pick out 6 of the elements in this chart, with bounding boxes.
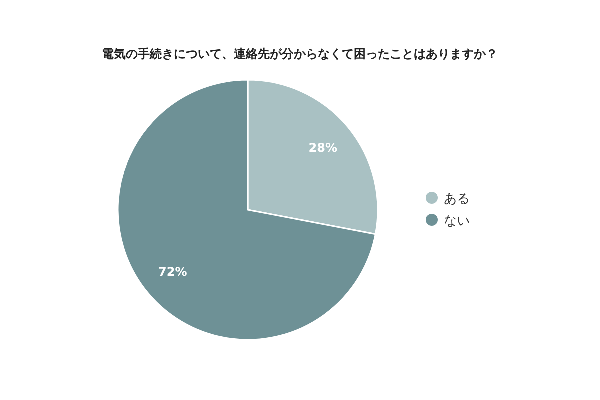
data-label: 28%: [308, 140, 338, 155]
chart-title: 電気の手続きについて、連絡先が分からなくて困ったことはありますか？: [102, 47, 498, 61]
legend-label: ない: [444, 214, 470, 229]
pie-slice: [117, 79, 376, 341]
legend-label: ある: [444, 192, 470, 207]
data-label: 72%: [158, 265, 188, 280]
